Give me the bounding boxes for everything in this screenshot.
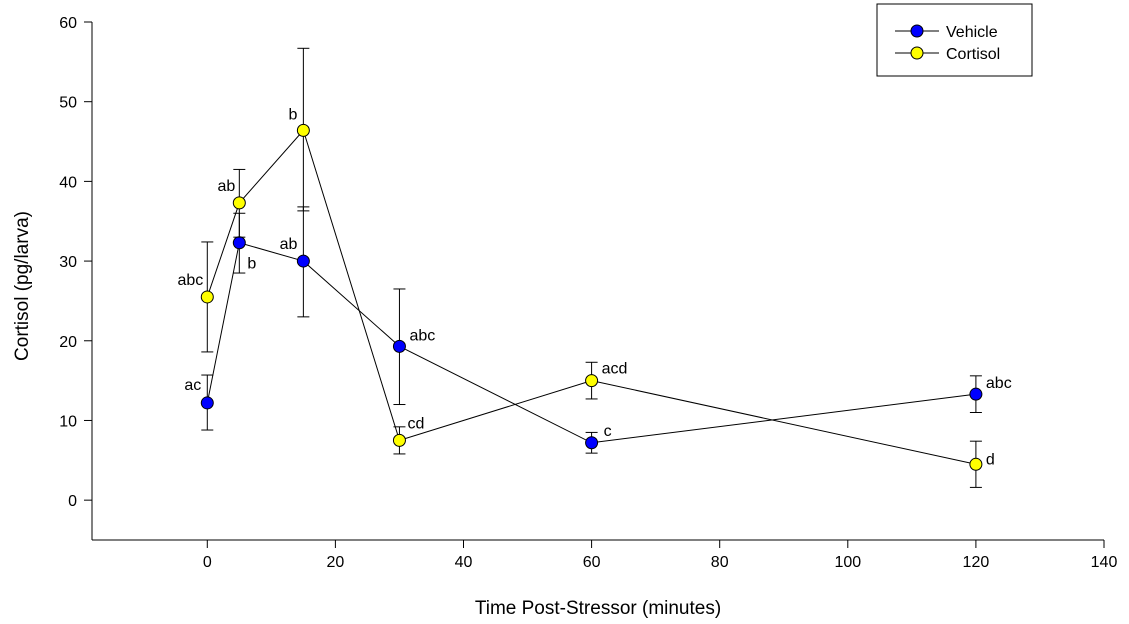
data-point [585, 436, 599, 450]
y-tick-label: 50 [59, 95, 77, 112]
x-tick-label: 120 [963, 554, 990, 571]
x-tick-label: 140 [1091, 554, 1118, 571]
data-point [296, 123, 310, 137]
y-axis-ticks: 0 10 20 30 40 50 60 [59, 15, 92, 510]
data-point [585, 374, 599, 388]
legend-box [876, 3, 1033, 77]
x-tick-label: 20 [326, 554, 344, 571]
series-line [206, 129, 977, 465]
legend-label-vehicle: Vehicle [946, 24, 998, 41]
data-point [232, 236, 246, 250]
significance-label: abc [409, 327, 435, 344]
data-point [296, 254, 310, 268]
x-tick-label: 80 [711, 554, 729, 571]
legend-marker-cortisol [910, 46, 924, 60]
significance-label: b [247, 256, 256, 273]
y-tick-label: 20 [59, 334, 77, 351]
significance-label: ac [184, 377, 201, 394]
legend-marker-vehicle [910, 24, 924, 38]
significance-label: acd [602, 361, 628, 378]
data-point [969, 457, 983, 471]
significance-label: abc [177, 272, 203, 289]
x-axis-title: Time Post-Stressor (minutes) [475, 598, 721, 619]
series-vehicle: ac b ab abc c abc [184, 206, 1012, 454]
significance-label: ab [218, 178, 236, 195]
y-tick-label: 60 [59, 15, 77, 32]
y-tick-label: 10 [59, 413, 77, 430]
significance-label: abc [986, 375, 1012, 392]
axes [91, 22, 1104, 541]
plot-area: ac b ab abc c abc abc ab b cd acd d [177, 47, 1012, 488]
x-axis-ticks: 0 20 40 60 80 100 120 140 [203, 540, 1118, 571]
data-point [232, 196, 246, 210]
significance-label: c [604, 423, 612, 440]
data-point [200, 396, 214, 410]
x-tick-label: 60 [583, 554, 601, 571]
data-point [392, 433, 406, 447]
significance-label: cd [407, 415, 424, 432]
x-tick-label: 40 [455, 554, 473, 571]
y-tick-label: 40 [59, 174, 77, 191]
y-tick-label: 0 [68, 493, 77, 510]
y-axis-title: Cortisol (pg/larva) [12, 211, 33, 361]
legend-label-cortisol: Cortisol [946, 46, 1000, 63]
data-point [969, 387, 983, 401]
x-tick-label: 100 [834, 554, 861, 571]
significance-label: d [986, 451, 995, 468]
series-line [206, 242, 976, 444]
legend: Vehicle Cortisol [876, 3, 1033, 77]
x-tick-label: 0 [203, 554, 212, 571]
data-point [200, 290, 214, 304]
significance-label: b [288, 106, 297, 123]
significance-label: ab [280, 236, 298, 253]
data-point [392, 339, 406, 353]
y-tick-label: 30 [59, 254, 77, 271]
